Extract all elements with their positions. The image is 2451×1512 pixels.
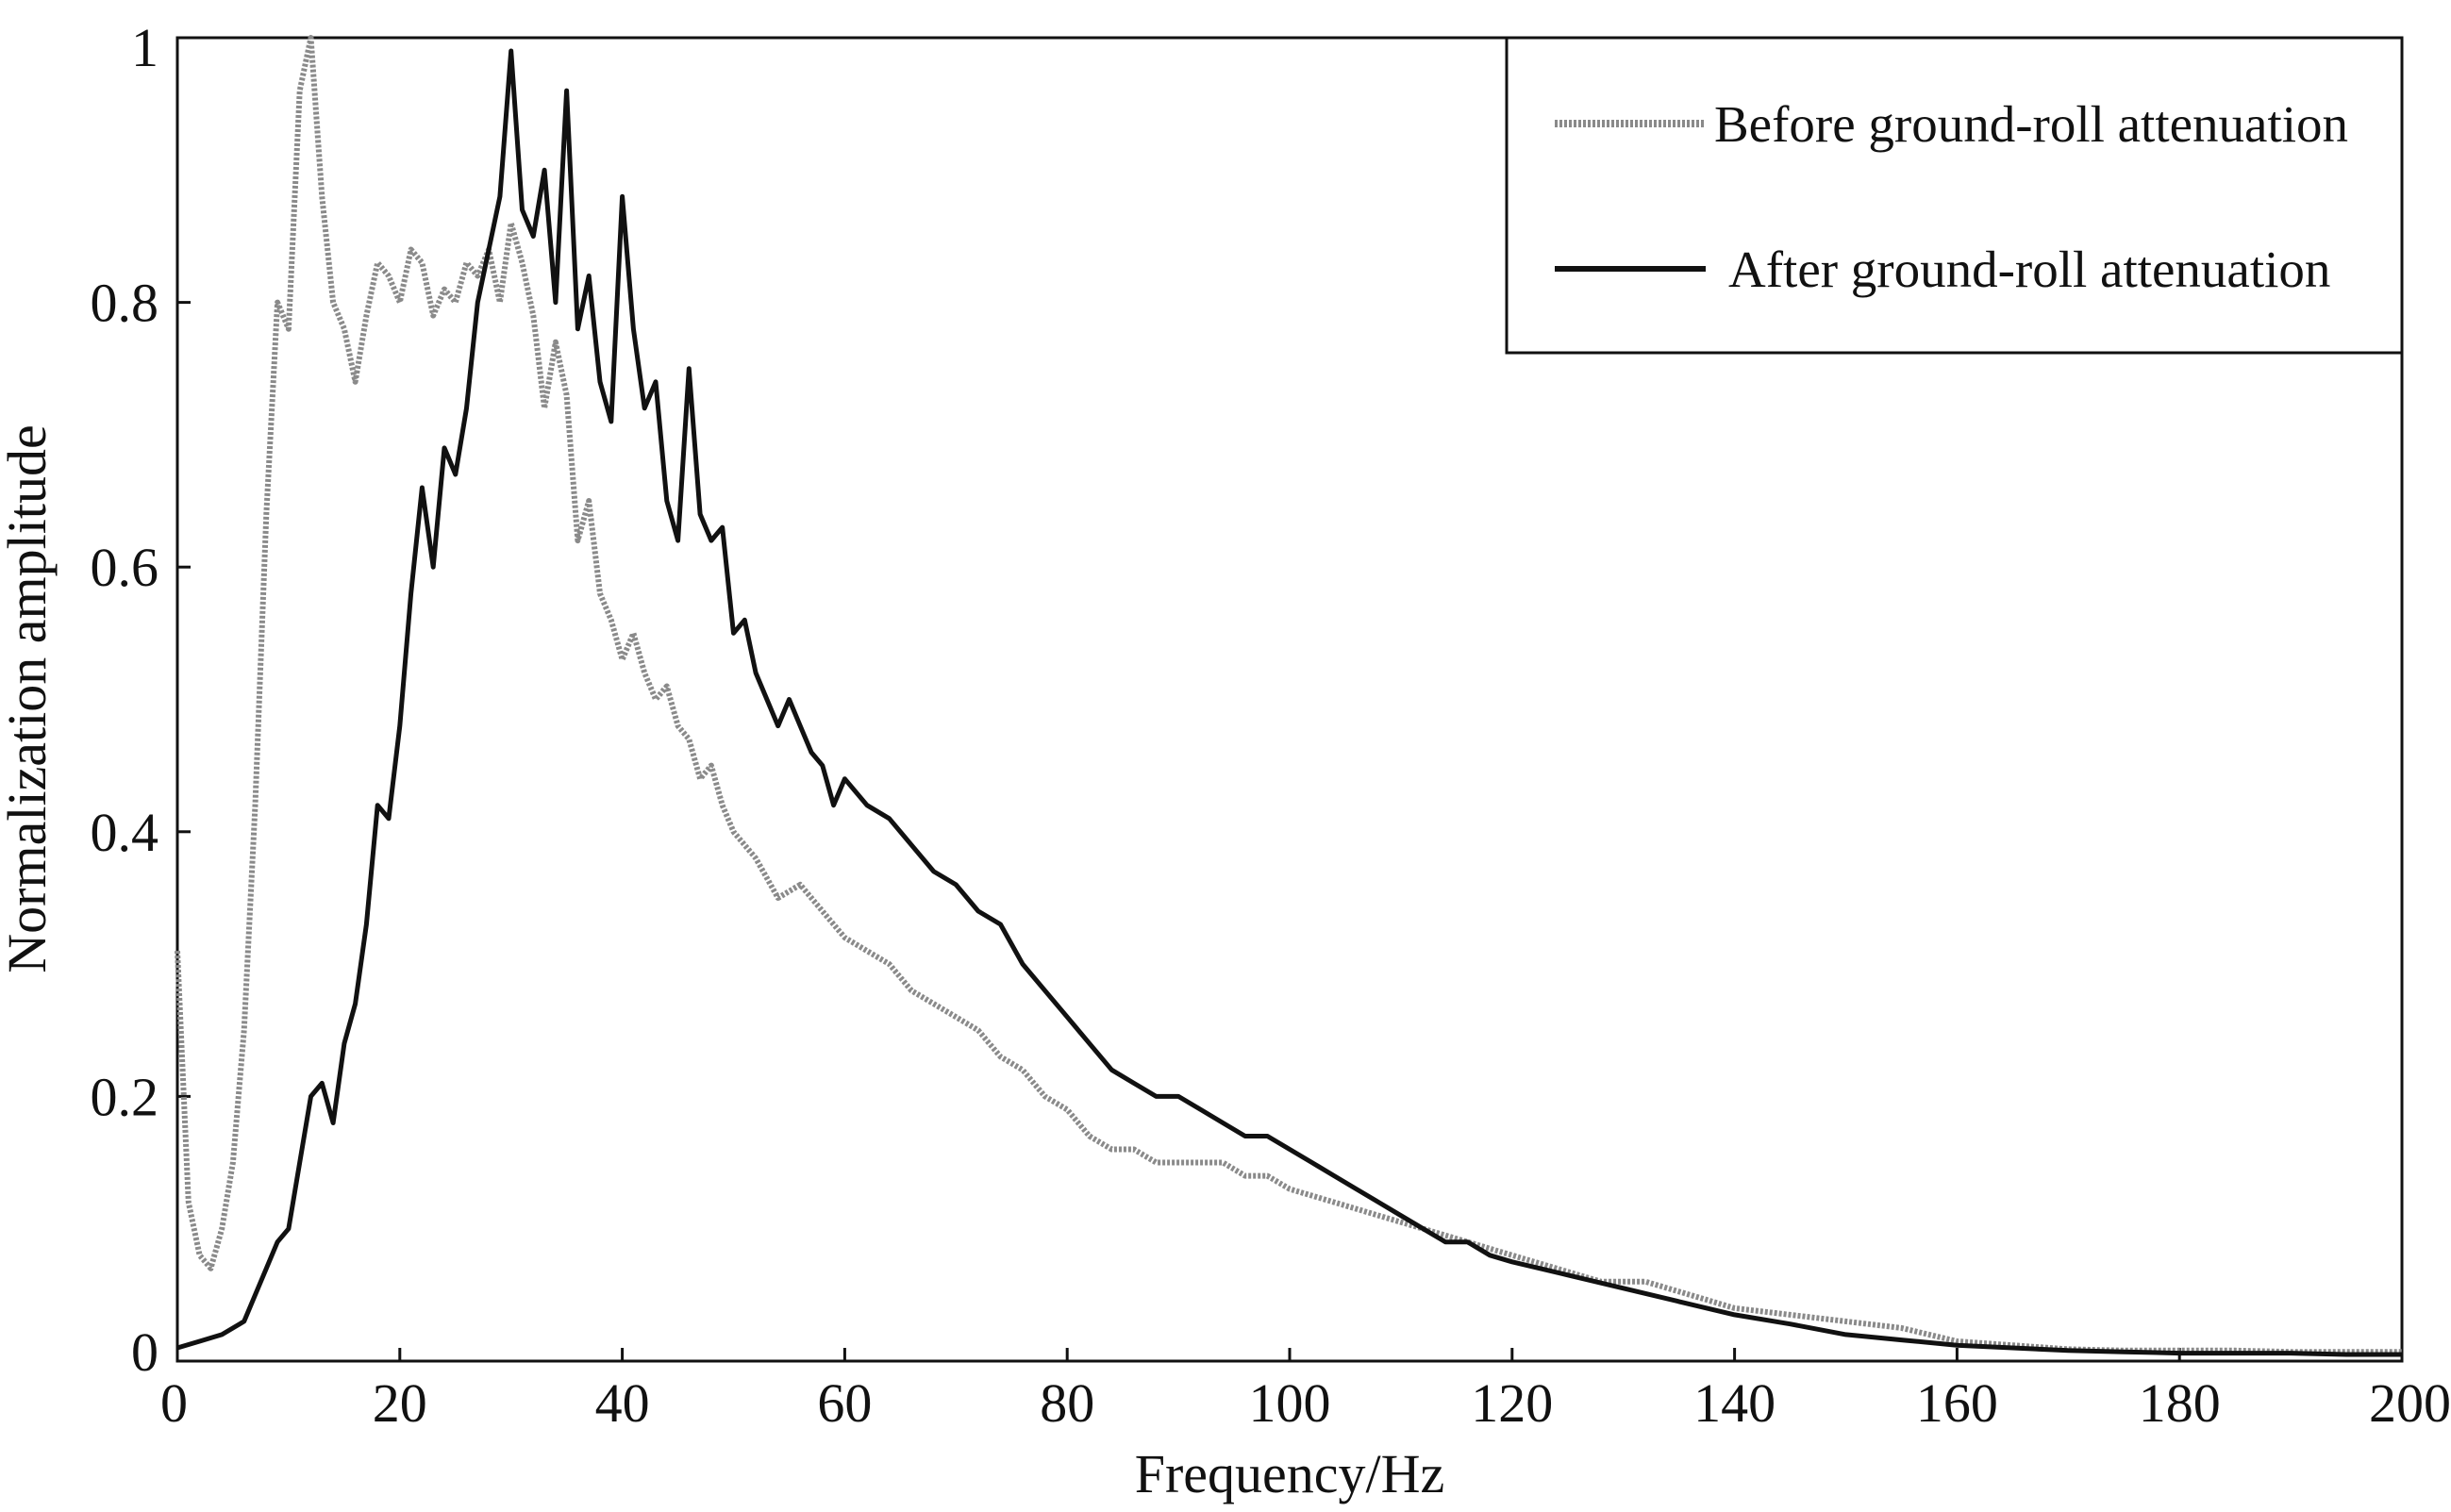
x-tick-label: 20	[373, 1372, 427, 1434]
y-tick-label: 0.4	[91, 802, 159, 863]
x-tick-label: 180	[2139, 1372, 2221, 1434]
x-tick-label: 40	[595, 1372, 650, 1434]
x-tick-label: 100	[1249, 1372, 1331, 1434]
y-axis-title: Normalization amplitude	[0, 424, 58, 972]
y-tick-label: 0	[131, 1321, 158, 1383]
y-tick-label: 0.8	[91, 273, 159, 334]
legend-label-after: After ground-roll attenuation	[1728, 241, 2330, 298]
x-axis-title: Frequency/Hz	[1135, 1443, 1445, 1504]
series-layer	[175, 35, 2402, 1357]
y-axis-ticks: 0 0.2 0.4 0.6 0.8 1	[91, 17, 191, 1383]
x-tick-label: 200	[2369, 1372, 2451, 1434]
x-tick-label: 60	[817, 1372, 872, 1434]
legend-label-before: Before ground-roll attenuation	[1714, 95, 2348, 153]
y-tick-label: 0.2	[91, 1066, 159, 1127]
series-line-before	[175, 35, 2402, 1355]
y-tick-label: 0.6	[91, 537, 159, 598]
x-tick-label: 80	[1040, 1372, 1094, 1434]
legend-box	[1505, 36, 2404, 355]
legend: Before ground-roll attenuation After gro…	[1505, 36, 2404, 355]
x-axis-ticks: 0 20 40 60 80 100 120 140 160 180 200	[160, 1348, 2451, 1434]
x-tick-label: 160	[1916, 1372, 1998, 1434]
y-tick-label: 1	[131, 17, 158, 78]
x-tick-label: 140	[1693, 1372, 1776, 1434]
x-tick-label: 0	[160, 1372, 188, 1434]
series-line-after	[176, 48, 2402, 1357]
x-tick-label: 120	[1471, 1372, 1553, 1434]
